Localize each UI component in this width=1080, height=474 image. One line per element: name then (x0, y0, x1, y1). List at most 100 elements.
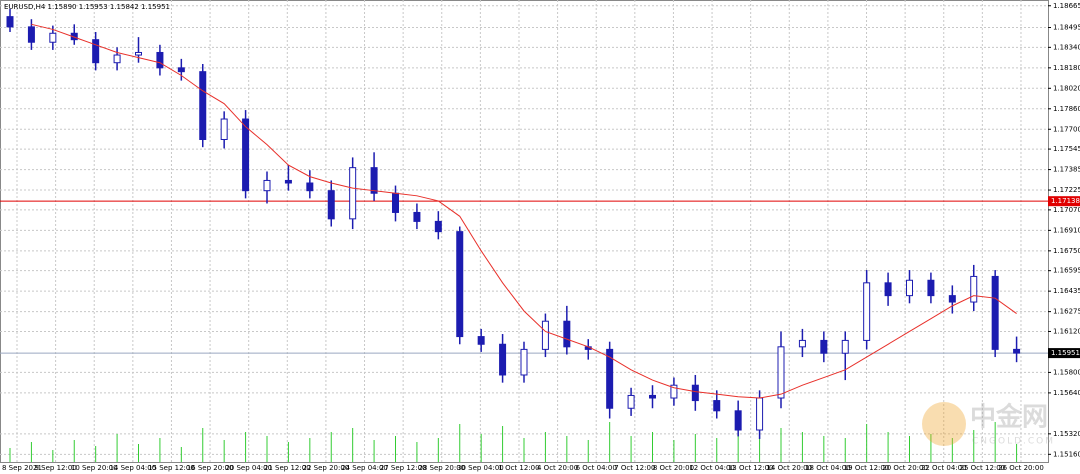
candle-body (798, 339, 806, 348)
y-tick-label: 1.17545 (1053, 145, 1080, 153)
candle-body (927, 279, 935, 297)
candle-body (6, 16, 14, 28)
y-tick-label: 1.15160 (1053, 450, 1080, 458)
x-tick-label: 24 Sep 04:00 (341, 464, 388, 472)
candle-body (1013, 348, 1021, 354)
x-tick-label: 22 Oct 04:00 (921, 464, 967, 472)
x-tick-label: 27 Sep 12:00 (380, 464, 427, 472)
candle-body (991, 275, 999, 350)
candle-body (820, 339, 828, 354)
candle-body (713, 400, 721, 412)
x-tick-label: 22 Sep 20:00 (303, 464, 350, 472)
candle-body (670, 384, 678, 399)
candle-body (691, 384, 699, 402)
x-tick-label: 26 Oct 20:00 (998, 464, 1044, 472)
candle-body (370, 167, 378, 194)
x-tick-label: 19 Oct 12:00 (844, 464, 890, 472)
candle-body (970, 275, 978, 303)
y-tick-label: 1.15800 (1053, 368, 1080, 376)
x-tick-label: 15 Sep 12:00 (148, 464, 195, 472)
candle-body (606, 348, 614, 409)
y-tick-label: 1.16750 (1053, 247, 1080, 255)
y-tick-label: 1.18665 (1053, 2, 1080, 10)
x-tick-label: 9 Sep 12:00 (34, 464, 76, 472)
moving-average (31, 23, 1017, 399)
candle-body (863, 282, 871, 341)
candle-body (499, 343, 507, 376)
candle-body (92, 39, 100, 64)
x-tick-label: 14 Oct 20:00 (766, 464, 812, 472)
level-label: 1.17138 (1051, 197, 1080, 205)
candle-body (563, 320, 571, 348)
candle-body (199, 71, 207, 140)
candle-body (413, 211, 421, 222)
candle-body (884, 282, 892, 297)
candle-body (627, 394, 635, 409)
x-tick-label: 30 Sep 04:00 (457, 464, 504, 472)
x-tick-label: 18 Oct 04:00 (805, 464, 851, 472)
x-tick-label: 20 Sep 04:00 (225, 464, 272, 472)
candle-body (841, 339, 849, 354)
level-tag (1048, 196, 1080, 207)
y-tick-label: 1.16435 (1053, 287, 1080, 295)
candle-body (541, 320, 549, 350)
x-tick-label: 8 Oct 20:00 (653, 464, 694, 472)
y-tick-label: 1.16595 (1053, 267, 1080, 275)
y-tick-label: 1.18495 (1053, 24, 1080, 32)
x-tick-label: 1 Oct 12:00 (498, 464, 539, 472)
candle-body (135, 51, 142, 56)
watermark-text: 中金网 (970, 402, 1048, 433)
x-tick-label: 21 Sep 12:00 (264, 464, 311, 472)
x-tick-label: 16 Sep 20:00 (187, 464, 234, 472)
candle-body (49, 32, 57, 43)
x-tick-label: 12 Oct 04:00 (689, 464, 735, 472)
last-price-tag (1048, 348, 1080, 359)
last-price-label: 1.15951 (1051, 349, 1080, 357)
y-tick-label: 1.15640 (1053, 389, 1080, 397)
x-tick-label: 4 Oct 20:00 (537, 464, 578, 472)
candle-body (177, 67, 185, 73)
y-tick-label: 1.18020 (1053, 84, 1080, 92)
x-tick-label: 28 Sep 20:00 (418, 464, 465, 472)
candle-body (349, 167, 357, 220)
y-tick-label: 1.17385 (1053, 166, 1080, 174)
y-tick-label: 1.17070 (1053, 206, 1080, 214)
plot-frame (0, 0, 1049, 463)
candle-body (456, 231, 464, 338)
candle-body (756, 397, 764, 431)
candle-body (156, 51, 164, 69)
watermark-logo (922, 402, 966, 446)
y-tick-label: 1.15320 (1053, 430, 1080, 438)
x-tick-label: 10 Sep 20:00 (71, 464, 118, 472)
candle-body (392, 192, 399, 213)
y-tick-label: 1.16275 (1053, 308, 1080, 316)
chart-title: EURUSD,H4 1.15890 1.15953 1.15842 1.1595… (4, 3, 170, 11)
candle-body (27, 26, 35, 43)
candle-body (113, 54, 121, 64)
candle-body (284, 179, 292, 184)
y-tick-label: 1.17860 (1053, 105, 1080, 113)
x-tick-label: 13 Oct 12:00 (728, 464, 774, 472)
candle-body (520, 348, 528, 376)
candle-body (327, 190, 335, 220)
candle-body (649, 394, 656, 399)
y-tick-label: 1.16120 (1053, 327, 1080, 335)
candle-body (477, 336, 485, 345)
candle-body (263, 179, 271, 192)
candle-body (948, 295, 956, 303)
watermark: 中金网 CNGOLD.COM (922, 402, 1055, 447)
y-tick-label: 1.17700 (1053, 125, 1080, 133)
x-tick-label: 20 Oct 20:00 (882, 464, 928, 472)
x-tick-label: 6 Oct 04:00 (576, 464, 617, 472)
candle-body (242, 118, 250, 192)
x-tick-label: 14 Sep 04:00 (109, 464, 156, 472)
candle-body (434, 220, 442, 233)
candle-body (734, 410, 742, 431)
y-tick-label: 1.17225 (1053, 186, 1080, 194)
x-tick-label: 25 Oct 12:00 (960, 464, 1006, 472)
watermark-url: CNGOLD.COM (972, 437, 1055, 447)
candle-body (906, 279, 913, 297)
candle-body (220, 118, 228, 140)
candle-body (777, 346, 785, 399)
